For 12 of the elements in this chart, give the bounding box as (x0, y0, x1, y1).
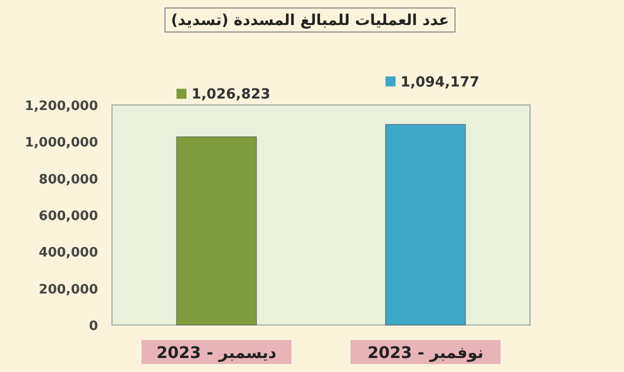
x-tick-label: نوفمبر - 2023 (367, 343, 484, 362)
x-tick-label: ديسمبر - 2023 (156, 343, 277, 362)
y-tick-label: 1,000,000 (24, 136, 98, 151)
y-tick-label: 800,000 (38, 172, 98, 188)
chart-title: عدد العمليات للمبالغ المسددة (تسديد) (170, 11, 450, 29)
y-tick-label: 600,000 (38, 209, 98, 224)
y-tick-label: 1,200,000 (24, 99, 98, 114)
y-tick-label: 200,000 (38, 282, 98, 298)
y-tick-label: 400,000 (38, 246, 98, 261)
y-tick-label: 0 (88, 319, 98, 334)
data-label: 1,094,177 (400, 74, 480, 90)
data-label: 1,026,823 (192, 86, 270, 103)
